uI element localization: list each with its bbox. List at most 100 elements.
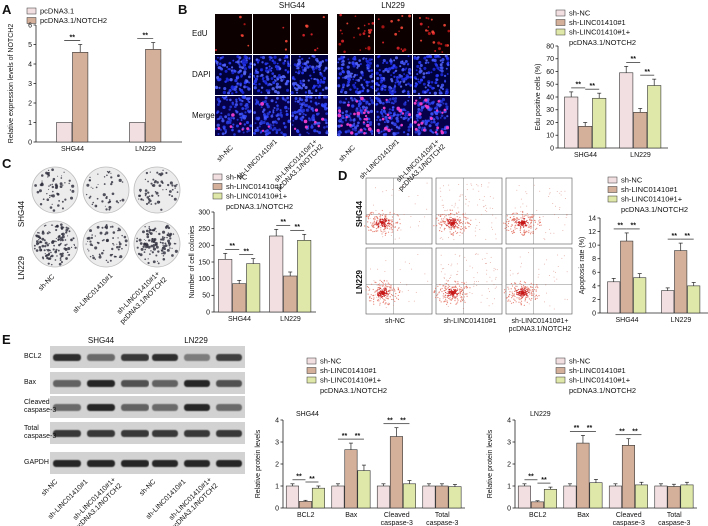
panel-b-dapi-image-cell	[365, 80, 369, 85]
panel-b-dapi-image-cell	[233, 85, 237, 89]
panel-b-dapi-image-cell	[382, 59, 386, 63]
panel-b-dapi-image-cell	[407, 55, 410, 58]
panel-b-merge-image-cell	[248, 100, 251, 104]
panel-c-colony	[166, 236, 168, 239]
panel-b-merge-image-cell	[425, 101, 428, 104]
panel-b-dapi-image-cell	[390, 59, 393, 63]
panel-d-event	[449, 277, 451, 279]
panel-d-event	[453, 292, 455, 294]
panel-d-event	[553, 308, 555, 310]
panel-d-event	[522, 234, 524, 236]
panel-c-colony	[52, 248, 55, 251]
panel-c-colony	[155, 254, 158, 257]
panel-d-event	[448, 220, 450, 222]
panel-d-event	[516, 219, 518, 221]
panel-c-ytick-label: 300	[198, 209, 210, 216]
panel-b-dapi-image-cell	[307, 90, 312, 95]
panel-d-event	[508, 288, 510, 290]
panel-b-dapi-image-cell	[422, 75, 426, 79]
panel-b-merge-image-cell	[354, 128, 357, 132]
panel-c-colony	[49, 184, 52, 186]
panel-d-event	[465, 281, 467, 283]
panel-b-merge-image-cell	[325, 130, 329, 133]
panel-c-colony	[139, 253, 143, 257]
panel-b-dapi-image-cell	[318, 61, 323, 65]
panel-d-event	[459, 222, 461, 224]
panel-c-colony	[57, 175, 59, 177]
panel-d-event	[511, 285, 514, 287]
panel-b-merge-image-cell	[279, 109, 282, 112]
panel-d-event	[438, 230, 441, 232]
panel-d-event	[368, 300, 371, 302]
panel-d-event	[384, 270, 386, 272]
panel-d-event	[385, 289, 387, 291]
panel-b-dapi-image-cell	[392, 87, 396, 91]
panel-d-event	[385, 232, 387, 234]
panel-d-event	[387, 224, 389, 226]
panel-d-event	[379, 214, 382, 216]
panel-d-event	[457, 281, 459, 283]
panel-d-event	[392, 188, 394, 190]
panel-c-xtick-label: LN229	[280, 316, 301, 323]
panel-d-event	[445, 288, 447, 290]
panel-d-event	[495, 286, 497, 288]
panel-b-merge-image-cell	[222, 105, 226, 109]
panel-d-event	[538, 268, 540, 270]
panel-b-dapi-image-cell	[218, 63, 222, 66]
panel-c-colony	[65, 226, 68, 229]
panel-d-event	[433, 291, 436, 293]
panel-d-event	[466, 270, 468, 272]
panel-d-event	[399, 290, 401, 292]
panel-b-dapi-image-cell	[375, 89, 378, 92]
panel-b-edu-image-cell	[438, 47, 441, 51]
panel-b-dapi-image-cell	[248, 75, 251, 79]
panel-b-merge-image-cell	[431, 113, 434, 116]
panel-d-event	[382, 231, 384, 233]
panel-d-event	[554, 280, 556, 282]
panel-b-dapi-image-cell	[316, 78, 319, 81]
panel-e-band	[53, 380, 81, 387]
panel-d-event	[379, 302, 381, 304]
panel-b-merge-cell	[246, 127, 250, 131]
panel-d-event	[394, 238, 396, 240]
panel-c-colony	[46, 172, 50, 176]
panel-c-colony	[142, 245, 145, 248]
panel-c-colony	[118, 256, 120, 259]
panel-d-event	[408, 262, 410, 264]
panel-d-event	[524, 286, 527, 288]
panel-b-dapi-image-cell	[296, 66, 300, 70]
panel-d-event	[464, 222, 467, 224]
panel-b-dapi-image-cell	[287, 63, 291, 68]
panel-d-event	[518, 218, 520, 220]
panel-b-merge-image-cell	[220, 112, 223, 115]
panel-b-dapi-image-cell	[233, 69, 237, 73]
panel-d-event	[379, 279, 381, 281]
panel-d-event	[457, 301, 459, 303]
panel-c-colony	[46, 232, 49, 235]
panel-b-dapi-image-cell	[409, 75, 413, 79]
panel-d-event	[459, 292, 461, 294]
panel-d-event	[442, 221, 444, 223]
panel-b-merge-image-cell	[282, 133, 286, 136]
panel-c-colony	[144, 258, 147, 261]
panel-b-merge-image-cell	[432, 131, 435, 134]
panel-d-flow-plot	[503, 177, 573, 245]
panel-b-dapi-image-cell	[439, 59, 442, 62]
panel-d-event	[444, 286, 446, 288]
panel-b-dapi-image-cell	[380, 76, 384, 80]
panel-d-event	[550, 232, 552, 234]
panel-b-merge-image-cell	[383, 121, 386, 124]
panel-d-event	[384, 299, 386, 301]
panel-b-merge-image-cell	[404, 101, 407, 104]
panel-c-colony	[109, 259, 112, 262]
panel-d-event	[374, 290, 377, 292]
panel-d-event	[443, 267, 445, 269]
panel-c-colony	[169, 247, 171, 249]
panel-d-event	[507, 300, 509, 302]
panel-d-event	[482, 199, 484, 201]
panel-b-dapi-image-cell	[423, 56, 427, 60]
panel-b-merge-cell	[338, 110, 342, 113]
panel-d-event	[459, 290, 461, 292]
panel-d-event	[427, 280, 429, 282]
panel-d-event	[465, 218, 467, 220]
